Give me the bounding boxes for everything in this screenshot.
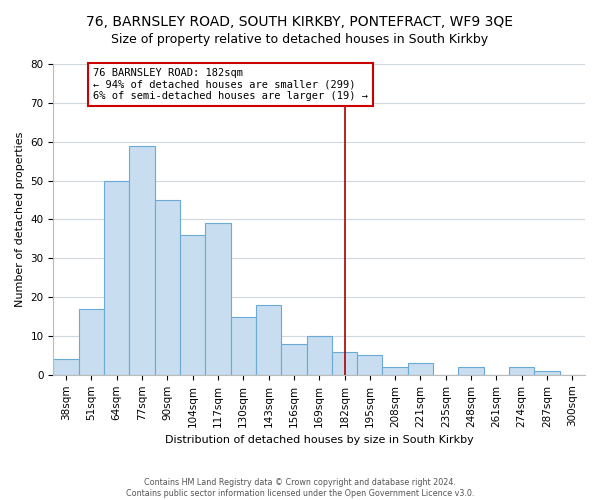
Bar — [357, 356, 382, 375]
Bar — [256, 305, 281, 375]
Text: Size of property relative to detached houses in South Kirkby: Size of property relative to detached ho… — [112, 32, 488, 46]
Bar — [535, 371, 560, 375]
Bar — [332, 352, 357, 375]
Bar — [382, 367, 408, 375]
Bar — [458, 367, 484, 375]
Bar — [281, 344, 307, 375]
Bar — [130, 146, 155, 375]
Bar — [307, 336, 332, 375]
Bar — [155, 200, 180, 375]
Bar — [79, 309, 104, 375]
Bar — [509, 367, 535, 375]
Bar — [205, 224, 230, 375]
Y-axis label: Number of detached properties: Number of detached properties — [15, 132, 25, 307]
Bar — [180, 235, 205, 375]
Bar — [53, 360, 79, 375]
Bar — [230, 316, 256, 375]
Text: Contains HM Land Registry data © Crown copyright and database right 2024.
Contai: Contains HM Land Registry data © Crown c… — [126, 478, 474, 498]
Bar — [408, 363, 433, 375]
Text: 76 BARNSLEY ROAD: 182sqm
← 94% of detached houses are smaller (299)
6% of semi-d: 76 BARNSLEY ROAD: 182sqm ← 94% of detach… — [93, 68, 368, 101]
X-axis label: Distribution of detached houses by size in South Kirkby: Distribution of detached houses by size … — [165, 435, 473, 445]
Bar — [104, 180, 130, 375]
Text: 76, BARNSLEY ROAD, SOUTH KIRKBY, PONTEFRACT, WF9 3QE: 76, BARNSLEY ROAD, SOUTH KIRKBY, PONTEFR… — [86, 15, 514, 29]
